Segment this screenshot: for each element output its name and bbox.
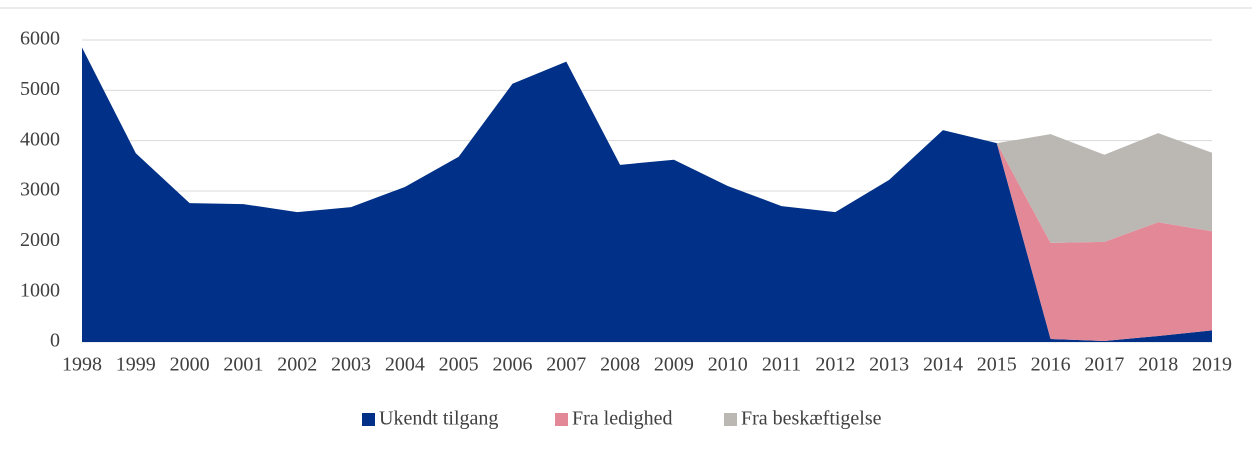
- y-tick-label: 5000: [20, 78, 60, 100]
- legend-swatch: [555, 413, 568, 426]
- legend-label: Fra ledighed: [572, 408, 673, 430]
- x-tick-label: 2006: [492, 354, 532, 376]
- x-tick-label: 2000: [170, 354, 210, 376]
- legend-swatch: [724, 413, 737, 426]
- legend-swatch: [362, 413, 375, 426]
- x-tick-label: 2011: [762, 354, 801, 376]
- x-tick-label: 2008: [600, 354, 640, 376]
- x-tick-label: 2019: [1192, 354, 1232, 376]
- x-tick-label: 2013: [869, 354, 909, 376]
- areas: [82, 47, 1212, 343]
- x-tick-label: 2001: [223, 354, 263, 376]
- y-tick-label: 4000: [20, 128, 60, 150]
- area: [996, 133, 1212, 243]
- x-tick-label: 2007: [546, 354, 586, 376]
- x-tick-label: 2016: [1031, 354, 1071, 376]
- y-tick-label: 0: [50, 330, 60, 352]
- y-tick-label: 1000: [20, 279, 60, 301]
- x-tick-label: 2005: [439, 354, 479, 376]
- legend-label: Ukendt tilgang: [379, 408, 498, 430]
- x-tick-label: 2002: [277, 354, 317, 376]
- x-tick-label: 2015: [977, 354, 1017, 376]
- y-tick-label: 3000: [20, 179, 60, 201]
- y-tick-label: 6000: [20, 28, 60, 50]
- labels: 0 1000 2000 3000 4000 5000 6000 1998 1999 2000 200…: [20, 28, 1232, 430]
- x-tick-label: 2010: [708, 354, 748, 376]
- x-tick-label: 2018: [1138, 354, 1178, 376]
- x-tick-label: 2014: [923, 354, 963, 376]
- x-tick-label: 2017: [1084, 354, 1124, 376]
- x-tick-label: 2009: [654, 354, 694, 376]
- x-tick-label: 2003: [331, 354, 371, 376]
- x-tick-label: 2004: [385, 354, 425, 376]
- y-tick-label: 2000: [20, 229, 60, 251]
- x-tick-label: 1999: [116, 354, 156, 376]
- x-tick-label: 1998: [62, 354, 102, 376]
- x-tick-label: 2012: [815, 354, 855, 376]
- area: [996, 143, 1212, 341]
- legend-label: Fra beskæftigelse: [741, 408, 882, 430]
- area: [82, 47, 1212, 343]
